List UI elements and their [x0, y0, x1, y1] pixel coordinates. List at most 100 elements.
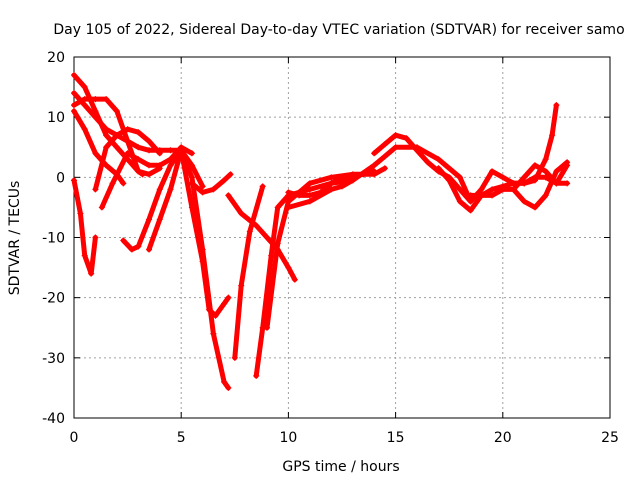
data-point — [339, 183, 345, 190]
data-point — [135, 129, 142, 136]
data-point — [103, 132, 110, 139]
data-point — [268, 252, 275, 259]
data-point — [135, 168, 142, 175]
data-point — [210, 186, 217, 193]
y-tick-label: 20 — [47, 50, 65, 66]
data-point — [328, 180, 335, 187]
data-point — [167, 186, 174, 193]
data-point — [81, 96, 88, 103]
data-point — [238, 210, 245, 217]
data-point — [381, 141, 388, 148]
data-point — [285, 189, 292, 196]
y-axis-label: SDTVAR / TECUs — [7, 181, 23, 296]
data-point — [478, 186, 485, 193]
data-point — [328, 174, 335, 181]
y-tick-label: -30 — [42, 351, 65, 367]
data-point — [456, 198, 463, 205]
data-point — [285, 264, 292, 271]
data-point — [146, 162, 153, 169]
y-tick-label: -40 — [42, 411, 65, 427]
data-point — [403, 135, 410, 142]
data-point — [306, 192, 313, 199]
data-point — [521, 198, 528, 205]
data-point — [98, 204, 105, 211]
data-point — [306, 186, 313, 193]
data-point — [221, 300, 228, 307]
data-point — [221, 378, 228, 385]
data-point — [81, 102, 88, 109]
data-point — [274, 204, 281, 211]
data-point — [542, 156, 549, 163]
x-tick-label: 25 — [601, 430, 619, 446]
data-point — [285, 198, 292, 205]
data-point — [178, 147, 185, 154]
data-point — [156, 162, 163, 169]
data-point — [92, 186, 99, 193]
data-point — [564, 162, 571, 169]
data-point — [146, 216, 153, 223]
data-point — [199, 189, 206, 196]
data-point — [478, 192, 485, 199]
data-point — [489, 192, 496, 199]
data-point — [120, 237, 127, 244]
data-point — [135, 156, 142, 163]
data-point — [424, 159, 431, 166]
axis-ticks: 0 5 10 15 20 25 -40 -30 -20 -10 0 10 20 — [42, 50, 619, 446]
chart-title: Day 105 of 2022, Sidereal Day-to-day VTE… — [53, 22, 624, 38]
data-point — [146, 147, 153, 154]
data-point — [128, 246, 135, 253]
data-point — [371, 162, 378, 169]
data-point — [124, 126, 131, 133]
y-tick-label: -20 — [42, 291, 65, 307]
data-point — [92, 108, 99, 115]
data-point — [531, 204, 538, 211]
data-point — [253, 372, 260, 379]
data-point — [88, 270, 95, 277]
data-point — [328, 186, 335, 193]
data-point — [435, 165, 442, 172]
data-point — [71, 102, 77, 109]
data-point — [113, 108, 120, 115]
y-tick-label: 0 — [56, 170, 65, 186]
data-point — [510, 186, 517, 193]
data-point — [564, 180, 571, 187]
data-point — [531, 177, 538, 184]
data-point — [199, 246, 206, 253]
data-point — [489, 168, 496, 175]
data-point — [296, 192, 303, 199]
data-point — [199, 183, 206, 190]
series-arc-1 — [71, 177, 98, 277]
data-point — [456, 174, 463, 181]
x-tick-label: 15 — [387, 430, 405, 446]
data-point — [225, 192, 232, 199]
data-point — [371, 168, 378, 175]
data-point — [92, 150, 99, 157]
data-point — [259, 183, 266, 190]
data-point — [113, 132, 120, 139]
data-point — [156, 150, 163, 157]
y-tick-label: -10 — [42, 231, 65, 247]
data-point — [135, 243, 142, 250]
data-point — [146, 246, 153, 253]
data-point — [188, 174, 195, 181]
data-point — [92, 234, 99, 241]
data-point — [521, 180, 528, 187]
data-point — [274, 240, 281, 247]
x-tick-label: 5 — [177, 430, 186, 446]
x-tick-label: 20 — [494, 430, 512, 446]
data-point — [81, 84, 88, 91]
data-point — [549, 132, 556, 139]
series-arc-18 — [371, 132, 474, 204]
data-point — [291, 276, 298, 283]
data-point — [285, 204, 292, 211]
data-point — [135, 144, 142, 151]
data-point — [542, 174, 549, 181]
y-tick-label: 10 — [47, 110, 65, 126]
data-point — [225, 384, 232, 391]
data-point — [499, 174, 506, 181]
data-point — [124, 138, 131, 145]
data-point — [263, 234, 270, 241]
data-point — [188, 180, 195, 187]
data-point — [435, 156, 442, 163]
